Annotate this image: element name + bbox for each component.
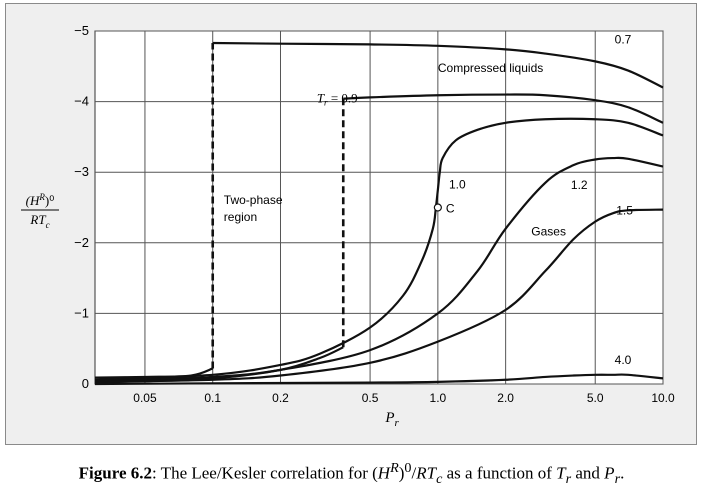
caption-r2-sub: r bbox=[614, 471, 621, 488]
caption-r-sup: R bbox=[390, 460, 399, 476]
annotation-label: 1.5 bbox=[616, 204, 633, 218]
caption-zero: 0 bbox=[404, 460, 412, 476]
tr-label: Tr = 0.9 bbox=[317, 90, 358, 107]
caption-h: H bbox=[377, 463, 391, 483]
annotation-label: 1.0 bbox=[449, 177, 466, 191]
series-line bbox=[94, 208, 664, 383]
plot-area bbox=[94, 30, 664, 385]
x-tick-label: 1.0 bbox=[430, 391, 447, 405]
caption-r1-sub: r bbox=[565, 471, 572, 488]
y-tick-label: −1 bbox=[74, 305, 89, 320]
x-tick-label: 0.2 bbox=[272, 391, 289, 405]
annotation-label: 4.0 bbox=[615, 353, 632, 367]
x-tick-label: 0.5 bbox=[362, 391, 379, 405]
caption-text-1: : The Lee/Kesler correlation for ( bbox=[152, 463, 378, 483]
annotation-label: region bbox=[224, 210, 257, 224]
series-line bbox=[94, 373, 664, 386]
x-axis-label: Pr bbox=[384, 410, 399, 429]
critical-point-marker bbox=[433, 203, 442, 212]
y-tick-label: −3 bbox=[74, 164, 89, 179]
y-axis-label: (HR)⁰ RTc bbox=[21, 192, 59, 230]
series-line bbox=[94, 346, 344, 384]
x-tick-label: 0.05 bbox=[133, 391, 157, 405]
x-tick-label: 10.0 bbox=[651, 391, 675, 405]
series-line bbox=[212, 41, 664, 89]
caption-slash: / bbox=[411, 463, 417, 483]
annotation-label: Compressed liquids bbox=[438, 61, 543, 75]
caption-figure-number: Figure 6.2 bbox=[78, 463, 153, 483]
y-tick-label: −4 bbox=[74, 94, 89, 109]
caption-c-sub: c bbox=[436, 471, 443, 488]
annotation-label: Two-phase bbox=[224, 193, 283, 207]
series-line bbox=[94, 117, 664, 381]
caption-t: T bbox=[556, 463, 566, 483]
caption-text-3: as a function of bbox=[442, 463, 557, 483]
x-tick-label: 0.1 bbox=[204, 391, 221, 405]
annotation-label: 1.2 bbox=[571, 178, 588, 192]
annotation-label: 0.7 bbox=[615, 33, 632, 47]
y-tick-label: −2 bbox=[74, 235, 89, 250]
x-tick-label: 2.0 bbox=[497, 391, 514, 405]
y-tick-label: −5 bbox=[74, 23, 89, 38]
critical-point-label: C bbox=[446, 202, 455, 216]
x-axis-label-sub: r bbox=[395, 417, 400, 429]
series-line bbox=[343, 93, 664, 124]
chart: 0.05 0.1 0.2 0.5 1.0 2.0 5.0 10.0 0 −1 −2 −3 −4 −5 Pr (… bbox=[21, 23, 675, 429]
caption-text-2: ) bbox=[398, 463, 405, 483]
caption-rt: RT bbox=[416, 463, 437, 483]
x-tick-label: 5.0 bbox=[587, 391, 604, 405]
caption-end: . bbox=[620, 463, 625, 483]
y-axis-label-denominator: RTc bbox=[29, 212, 49, 230]
series-line bbox=[94, 367, 214, 379]
annotation-label: Gases bbox=[531, 225, 566, 239]
y-axis-label-numerator: (HR)⁰ bbox=[26, 192, 55, 208]
y-tick-label: 0 bbox=[82, 376, 89, 391]
caption-and: and bbox=[571, 463, 605, 483]
figure-caption: Figure 6.2: The Lee/Kesler correlation f… bbox=[0, 460, 703, 488]
caption-p: P bbox=[604, 463, 615, 483]
